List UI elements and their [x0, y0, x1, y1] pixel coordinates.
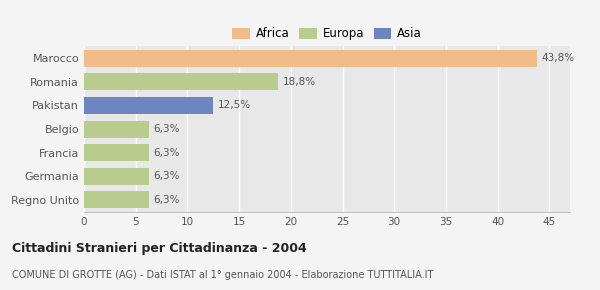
- Bar: [84, 144, 149, 161]
- Text: 6,3%: 6,3%: [153, 195, 180, 205]
- Text: 18,8%: 18,8%: [283, 77, 316, 87]
- Bar: [84, 73, 278, 90]
- Bar: [84, 50, 537, 67]
- Text: 6,3%: 6,3%: [153, 171, 180, 181]
- Text: COMUNE DI GROTTE (AG) - Dati ISTAT al 1° gennaio 2004 - Elaborazione TUTTITALIA.: COMUNE DI GROTTE (AG) - Dati ISTAT al 1°…: [12, 270, 433, 280]
- Bar: [84, 191, 149, 209]
- Bar: [84, 121, 149, 137]
- Text: 12,5%: 12,5%: [217, 100, 251, 110]
- Text: Cittadini Stranieri per Cittadinanza - 2004: Cittadini Stranieri per Cittadinanza - 2…: [12, 242, 307, 255]
- Legend: Africa, Europa, Asia: Africa, Europa, Asia: [227, 23, 427, 45]
- Text: 43,8%: 43,8%: [541, 53, 574, 63]
- Text: 6,3%: 6,3%: [153, 124, 180, 134]
- Bar: [84, 97, 213, 114]
- Text: 6,3%: 6,3%: [153, 148, 180, 158]
- Bar: [84, 168, 149, 185]
